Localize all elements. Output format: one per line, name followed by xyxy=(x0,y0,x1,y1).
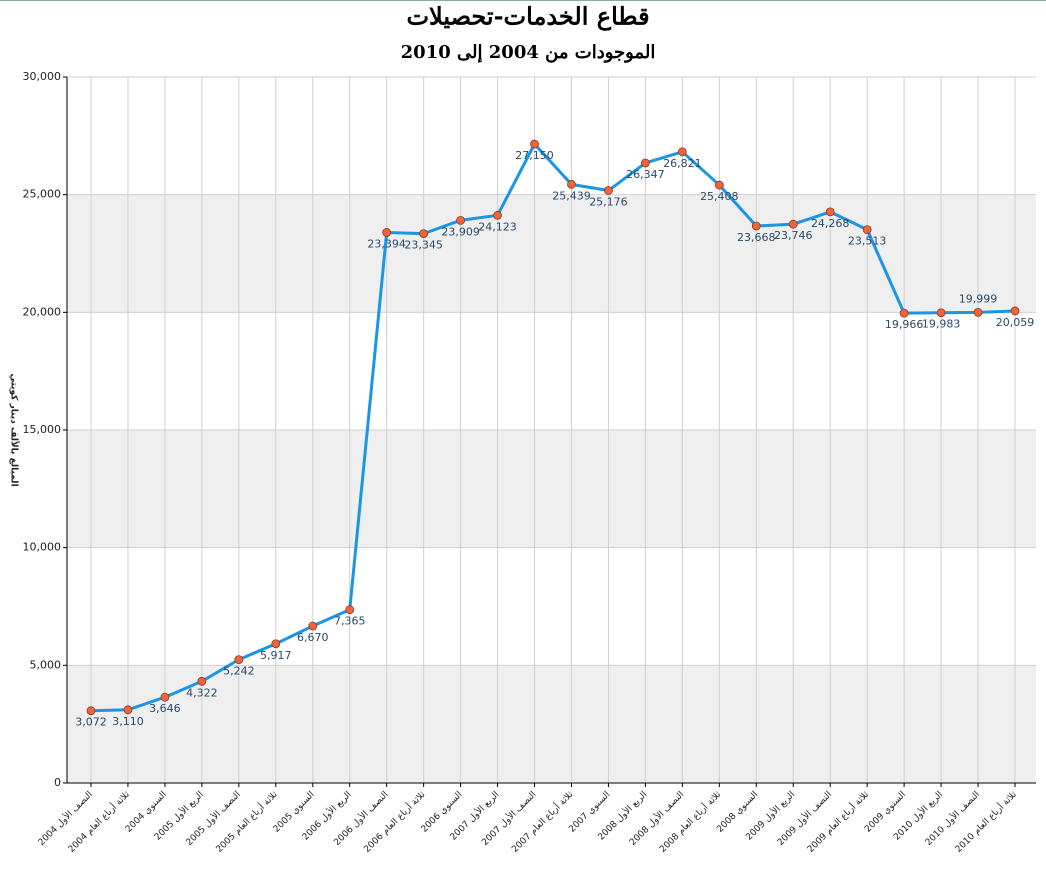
data-label: 3,646 xyxy=(149,702,181,715)
data-label: 23,345 xyxy=(404,239,443,252)
marker xyxy=(604,186,613,195)
grid-band xyxy=(67,665,1036,783)
data-label: 19,983 xyxy=(922,318,961,331)
marker xyxy=(493,210,502,220)
x-tick-label: ثلاثة أرباع العام 2008 xyxy=(657,788,724,855)
marker xyxy=(714,180,724,190)
data-label: 23,668 xyxy=(737,231,776,244)
y-tick-label: 20,000 xyxy=(23,305,62,318)
data-label: 26,821 xyxy=(663,157,702,170)
marker xyxy=(382,228,392,237)
data-label: 3,110 xyxy=(112,715,144,728)
chart-title: قطاع الخدمات-تحصيلات xyxy=(406,2,649,32)
marker xyxy=(419,229,429,239)
marker xyxy=(788,219,798,229)
data-label: 27,150 xyxy=(515,149,554,162)
data-label: 23,394 xyxy=(367,237,406,250)
data-label: 6,670 xyxy=(297,631,329,644)
data-label: 4,322 xyxy=(186,686,218,699)
y-tick-label: 15,000 xyxy=(23,423,62,436)
data-label: 24,123 xyxy=(478,220,517,233)
marker xyxy=(456,215,466,225)
x-tick-label: ثلاثة أرباع العام 2005 xyxy=(213,788,280,855)
y-axis-label: المبالغ بالألف دينار كويتي xyxy=(9,373,21,486)
marker xyxy=(345,605,355,615)
line xyxy=(90,142,1016,713)
x-tick-label: ثلاثة أرباع العام 2007 xyxy=(509,788,576,855)
y-tick-label: 5,000 xyxy=(30,658,62,671)
y-tick-label: 30,000 xyxy=(23,70,62,83)
marker xyxy=(677,147,687,157)
data-label: 23,513 xyxy=(848,235,887,248)
marker xyxy=(160,692,170,702)
data-label: 19,966 xyxy=(885,318,924,331)
marker xyxy=(973,307,983,317)
marker xyxy=(899,308,909,318)
x-tick-label: ثلاثة أرباع العام 2010 xyxy=(952,788,1019,855)
x-tick-label: ثلاثة أرباع العام 2004 xyxy=(65,788,132,855)
data-label: 23,746 xyxy=(774,229,813,242)
y-tick-label: 10,000 xyxy=(23,541,62,554)
marker xyxy=(1010,306,1020,316)
data-label: 25,408 xyxy=(700,190,739,203)
data-label: 7,365 xyxy=(334,615,366,628)
marker xyxy=(197,676,207,686)
marker xyxy=(751,221,761,231)
marker xyxy=(234,655,244,665)
y-tick-label: 25,000 xyxy=(23,188,62,201)
marker xyxy=(308,621,318,631)
marker xyxy=(271,639,281,649)
marker xyxy=(641,158,650,168)
data-label: 25,176 xyxy=(589,196,628,209)
marker xyxy=(530,139,539,149)
data-label: 3,072 xyxy=(75,716,107,729)
data-label: 25,439 xyxy=(552,189,591,202)
grid-band xyxy=(67,194,1036,313)
data-label: 19,999 xyxy=(959,292,998,305)
marker xyxy=(86,706,96,716)
marker xyxy=(567,179,576,189)
data-label: 23,909 xyxy=(441,225,480,238)
marker xyxy=(862,225,872,235)
x-tick-label: ثلاثة أرباع العام 2009 xyxy=(805,788,872,855)
data-label: 26,347 xyxy=(626,168,665,181)
marker xyxy=(825,207,835,217)
marker xyxy=(123,705,133,715)
x-tick-label: ثلاثة أرباع العام 2006 xyxy=(361,788,428,855)
data-label: 20,059 xyxy=(996,316,1035,329)
marker xyxy=(936,308,946,318)
y-tick-label: 0 xyxy=(54,776,61,789)
grid-band xyxy=(67,430,1036,548)
chart-subtitle: الموجودات من 2004 إلى 2010 xyxy=(401,42,656,63)
data-label: 5,917 xyxy=(260,649,292,662)
data-label: 5,242 xyxy=(223,665,255,678)
data-label: 24,268 xyxy=(811,217,850,230)
